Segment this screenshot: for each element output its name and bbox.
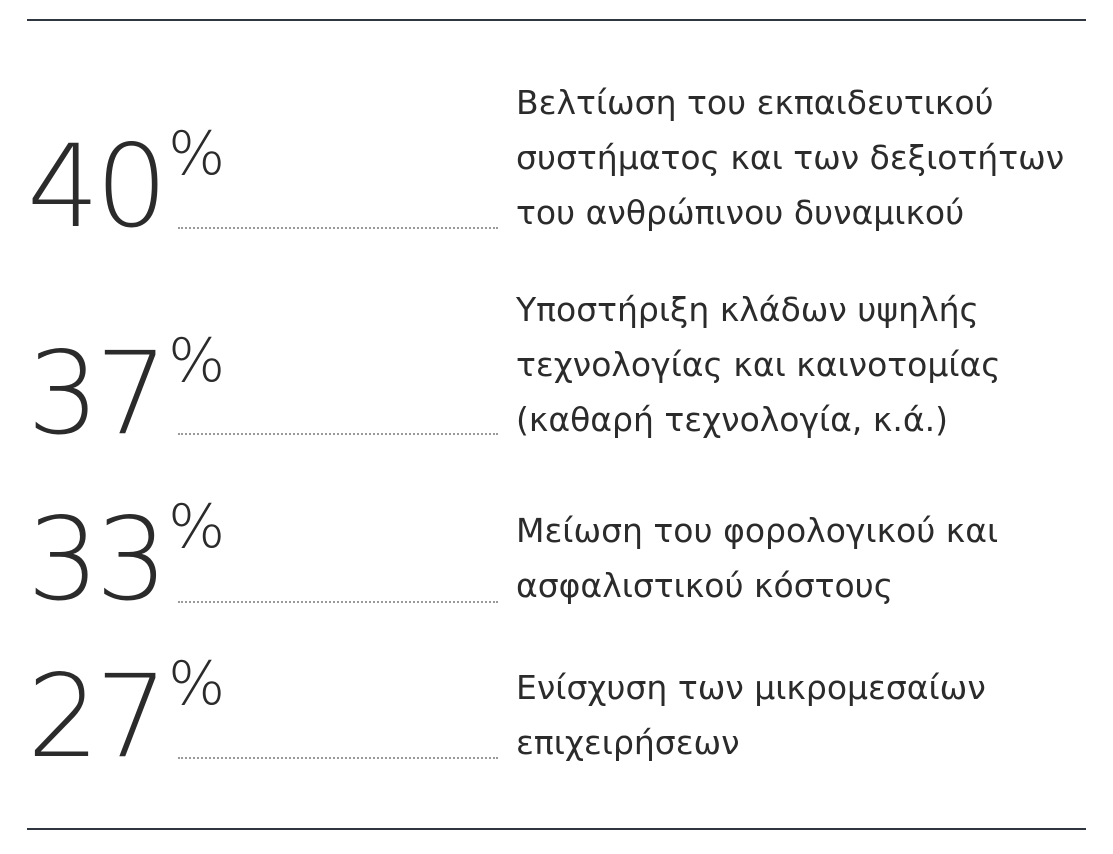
stat-label: Ενίσχυση των μικρομεσαίων επιχειρήσεων: [516, 668, 986, 762]
stat-label: Υποστήριξη κλάδων υψηλής τεχνολογίας και…: [516, 290, 1001, 439]
percent-sign: %: [168, 326, 226, 396]
percent-sign: %: [168, 119, 226, 189]
percentage-number: 40: [27, 120, 168, 253]
dotted-leader: [178, 433, 498, 435]
percentage-number: 27: [27, 650, 168, 783]
dotted-leader: [178, 227, 498, 229]
percentage-value: 33%: [27, 493, 225, 626]
stat-label: Βελτίωση του εκπαιδευτικού συστήματος κα…: [516, 83, 1065, 232]
percentage-value: 40%: [27, 120, 225, 253]
percentage-number: 33: [27, 493, 168, 626]
dotted-leader: [178, 757, 498, 759]
percentage-value: 27%: [27, 650, 225, 783]
bottom-divider: [27, 828, 1086, 830]
percent-sign: %: [168, 492, 226, 562]
percent-sign: %: [168, 649, 226, 719]
top-divider: [27, 19, 1086, 21]
stat-label: Μείωση του φορολογικού και ασφαλιστικού …: [516, 511, 999, 605]
percentage-value: 37%: [27, 327, 225, 460]
dotted-leader: [178, 601, 498, 603]
percentage-number: 37: [27, 327, 168, 460]
